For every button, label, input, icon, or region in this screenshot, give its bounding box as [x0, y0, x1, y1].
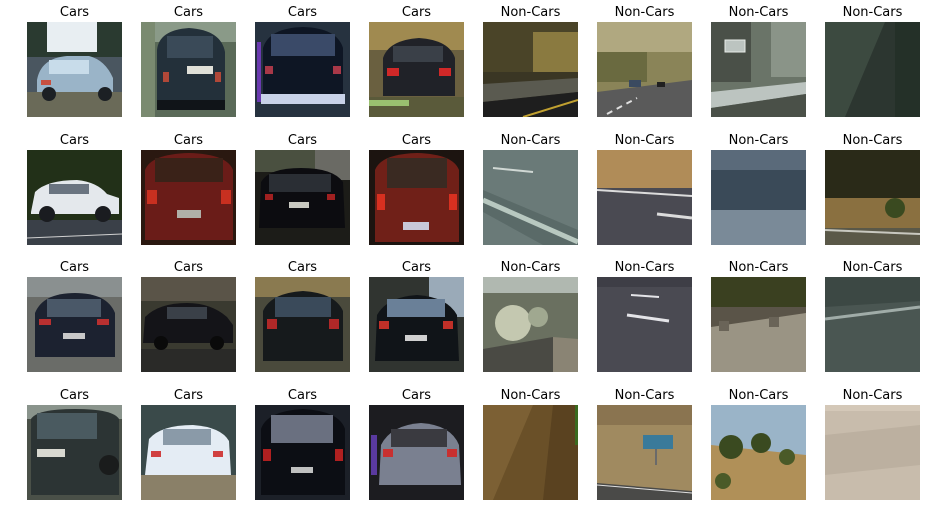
- cell-title: Non-Cars: [842, 260, 903, 275]
- cell-title: Cars: [287, 133, 318, 148]
- cell-title: Cars: [401, 260, 432, 275]
- cell-title: Non-Cars: [728, 260, 789, 275]
- cell-title: Non-Cars: [728, 5, 789, 20]
- noncar-thumbnail-image: [597, 22, 692, 117]
- cell-title: Non-Cars: [728, 388, 789, 403]
- noncar-thumbnail: [711, 22, 806, 117]
- car-thumbnail: [255, 405, 350, 500]
- car-thumbnail: [27, 22, 122, 117]
- noncar-thumbnail-image: [597, 277, 692, 372]
- noncar-thumbnail-image: [483, 277, 578, 372]
- cell-title: Non-Cars: [728, 133, 789, 148]
- noncar-thumbnail-image: [711, 22, 806, 117]
- car-thumbnail: [369, 277, 464, 372]
- car-thumbnail: [255, 277, 350, 372]
- car-thumbnail-image: [27, 150, 122, 245]
- cell-title: Non-Cars: [614, 388, 675, 403]
- cell-title: Cars: [287, 388, 318, 403]
- cell-title: Cars: [173, 260, 204, 275]
- car-thumbnail: [27, 277, 122, 372]
- noncar-thumbnail-image: [483, 405, 578, 500]
- cell-title: Non-Cars: [500, 260, 561, 275]
- car-thumbnail: [141, 22, 236, 117]
- noncar-thumbnail: [825, 22, 920, 117]
- noncar-thumbnail: [483, 150, 578, 245]
- noncar-thumbnail-image: [597, 150, 692, 245]
- cell-title: Non-Cars: [842, 388, 903, 403]
- noncar-thumbnail-image: [711, 277, 806, 372]
- cell-title: Non-Cars: [500, 5, 561, 20]
- cell-title: Non-Cars: [500, 388, 561, 403]
- cell-title: Cars: [173, 5, 204, 20]
- cell-title: Cars: [59, 388, 90, 403]
- cell-title: Non-Cars: [614, 5, 675, 20]
- noncar-thumbnail: [597, 405, 692, 500]
- cell-title: Cars: [59, 260, 90, 275]
- noncar-thumbnail-image: [825, 405, 920, 500]
- cell-title: Cars: [173, 388, 204, 403]
- noncar-thumbnail-image: [597, 405, 692, 500]
- noncar-thumbnail-image: [711, 150, 806, 245]
- cell-title: Non-Cars: [614, 260, 675, 275]
- noncar-thumbnail-image: [825, 150, 920, 245]
- car-thumbnail-image: [255, 277, 350, 372]
- noncar-thumbnail: [483, 405, 578, 500]
- car-thumbnail-image: [255, 22, 350, 117]
- cell-title: Cars: [401, 388, 432, 403]
- car-thumbnail-image: [369, 22, 464, 117]
- cell-title: Non-Cars: [614, 133, 675, 148]
- car-thumbnail-image: [369, 277, 464, 372]
- car-thumbnail-image: [255, 150, 350, 245]
- car-thumbnail-image: [27, 405, 122, 500]
- noncar-thumbnail: [711, 150, 806, 245]
- car-thumbnail-image: [369, 405, 464, 500]
- noncar-thumbnail: [825, 277, 920, 372]
- car-thumbnail-image: [141, 277, 236, 372]
- car-thumbnail: [369, 150, 464, 245]
- noncar-thumbnail-image: [825, 22, 920, 117]
- car-thumbnail-image: [141, 22, 236, 117]
- noncar-thumbnail: [597, 277, 692, 372]
- car-thumbnail: [369, 405, 464, 500]
- car-thumbnail-image: [27, 22, 122, 117]
- cell-title: Non-Cars: [842, 133, 903, 148]
- car-thumbnail-image: [27, 277, 122, 372]
- car-thumbnail-image: [141, 150, 236, 245]
- cell-title: Cars: [59, 133, 90, 148]
- cell-title: Cars: [287, 5, 318, 20]
- car-thumbnail: [369, 22, 464, 117]
- cell-title: Cars: [173, 133, 204, 148]
- car-thumbnail: [141, 150, 236, 245]
- car-thumbnail-image: [255, 405, 350, 500]
- noncar-thumbnail: [825, 150, 920, 245]
- car-thumbnail: [255, 150, 350, 245]
- cell-title: Non-Cars: [500, 133, 561, 148]
- cell-title: Non-Cars: [842, 5, 903, 20]
- noncar-thumbnail-image: [483, 150, 578, 245]
- cell-title: Cars: [59, 5, 90, 20]
- cell-title: Cars: [287, 260, 318, 275]
- car-thumbnail: [27, 150, 122, 245]
- noncar-thumbnail: [483, 277, 578, 372]
- car-thumbnail: [141, 277, 236, 372]
- noncar-thumbnail-image: [483, 22, 578, 117]
- car-thumbnail: [255, 22, 350, 117]
- noncar-thumbnail: [483, 22, 578, 117]
- noncar-thumbnail: [597, 22, 692, 117]
- noncar-thumbnail-image: [825, 277, 920, 372]
- noncar-thumbnail: [711, 277, 806, 372]
- noncar-thumbnail: [597, 150, 692, 245]
- cell-title: Cars: [401, 5, 432, 20]
- car-thumbnail: [27, 405, 122, 500]
- car-thumbnail-image: [369, 150, 464, 245]
- car-thumbnail-image: [141, 405, 236, 500]
- noncar-thumbnail: [825, 405, 920, 500]
- cell-title: Cars: [401, 133, 432, 148]
- noncar-thumbnail: [711, 405, 806, 500]
- noncar-thumbnail-image: [711, 405, 806, 500]
- car-thumbnail: [141, 405, 236, 500]
